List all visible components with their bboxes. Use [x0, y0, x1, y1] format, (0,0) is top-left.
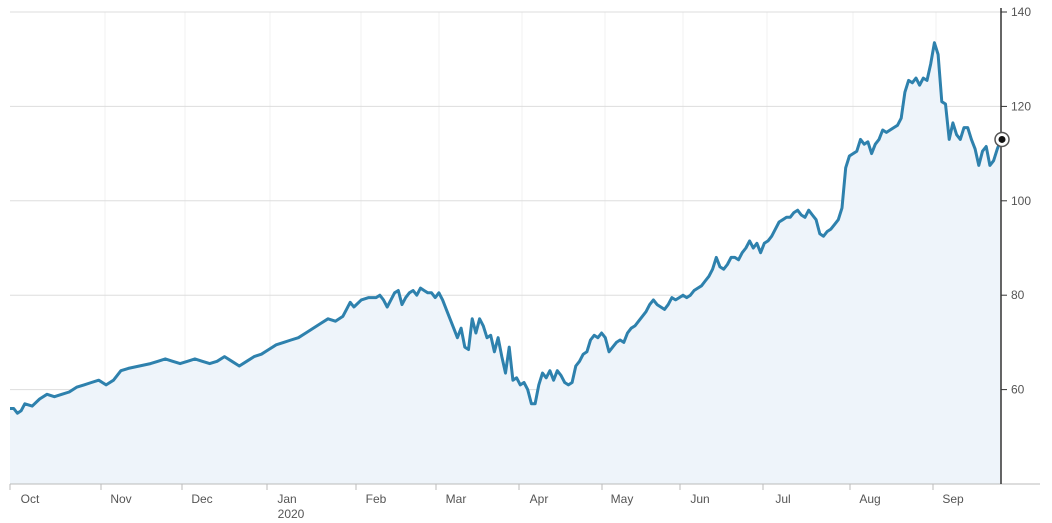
y-axis-ticks: 60 80 100 120 140 — [1001, 5, 1031, 397]
x-tick-label: Sep — [942, 492, 964, 506]
y-tick-label: 120 — [1011, 99, 1031, 113]
x-tick-label: Nov — [110, 492, 131, 506]
x-tick-label: Feb — [366, 492, 387, 506]
x-tick-label: Jan — [277, 492, 296, 506]
x-tick-label: Aug — [859, 492, 880, 506]
year-label: 2020 — [278, 507, 305, 521]
y-tick-label: 100 — [1011, 194, 1031, 208]
x-tick-label: Jun — [690, 492, 709, 506]
y-tick-label: 140 — [1011, 5, 1031, 19]
x-tick-label: Mar — [446, 492, 467, 506]
x-tick-label: May — [611, 492, 634, 506]
y-tick-label: 60 — [1011, 383, 1025, 397]
x-axis-ticks: Oct Nov Dec Jan Feb Mar Apr May Jun Jul Aug Sep — [9, 484, 964, 506]
marker-dot — [998, 135, 1006, 143]
x-tick-label: Apr — [530, 492, 549, 506]
last-price-marker[interactable] — [994, 131, 1010, 148]
x-tick-label: Dec — [191, 492, 212, 506]
x-tick-label: Oct — [21, 492, 40, 506]
x-tick-label: Jul — [775, 492, 790, 506]
price-area-fill — [10, 42, 1001, 484]
price-line — [10, 41, 1003, 415]
y-tick-label: 80 — [1011, 288, 1025, 302]
